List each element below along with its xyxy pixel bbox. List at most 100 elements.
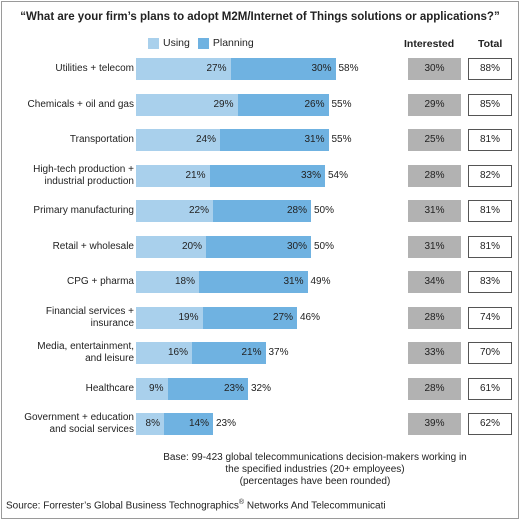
using-value-label: 27% <box>206 63 227 74</box>
category-label-line: Financial services + <box>45 305 134 317</box>
total-column-header: Total <box>478 38 503 50</box>
planning-value-label: 23% <box>223 382 244 394</box>
bar-planning <box>237 93 329 116</box>
category-label-line: insurance <box>90 317 134 329</box>
bar-using <box>136 93 238 116</box>
bar-planning <box>199 271 308 293</box>
sum-value-label: 55% <box>331 134 352 145</box>
category-label: CPG + pharma <box>4 276 134 288</box>
category-label: Healthcare <box>4 383 134 395</box>
sum-value-label: 54% <box>328 169 349 181</box>
interested-value: 28% <box>408 306 461 329</box>
total-value: 85% <box>468 93 512 116</box>
legend: Using Planning <box>148 37 262 49</box>
using-value-label: 9% <box>149 382 164 394</box>
category-label: Chemicals + oil and gas <box>4 99 134 111</box>
footnote-line: the specified industries (20+ employees) <box>225 464 405 475</box>
source-note: Source: Forrester’s Global Business Tech… <box>6 499 386 511</box>
legend-label-using: Using <box>163 37 190 49</box>
interested-value: 33% <box>408 342 461 364</box>
planning-value-label: 27% <box>272 311 293 323</box>
bar-planning <box>206 235 311 258</box>
category-label: Media, entertainment, and leisure <box>4 341 134 365</box>
planning-value-label: 31% <box>283 276 304 287</box>
planning-value-label: 14% <box>188 418 209 429</box>
bar-using <box>136 58 231 80</box>
category-label-line: High-tech production + <box>33 163 134 175</box>
using-value-label: 24% <box>195 134 216 145</box>
interested-value: 28% <box>408 377 461 400</box>
category-label-line: Transportation <box>69 134 134 145</box>
planning-value-label: 21% <box>241 347 262 358</box>
category-label-line: industrial production <box>44 175 135 187</box>
interested-value: 25% <box>408 129 461 151</box>
footnote-line: Base: 99-423 global telecommunications d… <box>163 452 467 463</box>
bar-planning <box>213 200 311 222</box>
bar-planning <box>167 377 248 400</box>
using-value-label: 8% <box>145 418 160 429</box>
bar-using <box>136 342 192 364</box>
legend-label-planning: Planning <box>212 37 254 49</box>
total-value: 61% <box>468 377 512 400</box>
using-value-label: 16% <box>167 347 188 358</box>
bar-using <box>136 200 213 222</box>
using-value-label: 19% <box>178 311 199 323</box>
using-value-label: 20% <box>181 240 202 252</box>
bar-using <box>136 129 220 151</box>
sum-value-label: 46% <box>300 311 321 323</box>
using-value-label: 22% <box>188 205 209 216</box>
planning-value-label: 28% <box>286 205 307 216</box>
interested-value: 39% <box>408 413 461 435</box>
using-value-label: 18% <box>174 276 195 287</box>
interested-value: 34% <box>408 271 461 293</box>
sum-value-label: 23% <box>216 418 237 429</box>
category-label-line: Retail + wholesale <box>52 240 134 252</box>
legend-item-planning: Planning <box>197 37 254 49</box>
interested-column-header: Interested <box>404 38 455 50</box>
bar-planning <box>192 342 266 364</box>
using-value-label: 21% <box>185 169 206 181</box>
category-label-line: Healthcare <box>85 382 134 394</box>
category-label-line: Primary manufacturing <box>33 205 134 216</box>
planning-value-label: 31% <box>304 134 325 145</box>
legend-item-using: Using <box>148 37 190 49</box>
source-suffix: Networks And Telecommunicati <box>244 500 386 512</box>
sum-value-label: 55% <box>331 98 352 110</box>
bar-using <box>136 306 203 329</box>
total-value: 82% <box>468 164 512 187</box>
bar-planning <box>164 413 213 435</box>
category-label: Financial services + insurance <box>4 306 134 330</box>
legend-swatch-using <box>148 37 159 49</box>
category-label-line: Utilities + telecom <box>55 63 134 74</box>
bar-planning <box>202 306 297 329</box>
category-label-line: Government + education <box>24 412 134 423</box>
bar-planning <box>220 129 329 151</box>
sum-value-label: 49% <box>310 276 331 287</box>
planning-value-label: 33% <box>300 169 321 181</box>
footnote-line: (percentages have been rounded) <box>239 476 391 487</box>
total-value: 83% <box>468 271 512 293</box>
total-value: 81% <box>468 235 512 258</box>
sum-value-label: 50% <box>314 205 335 216</box>
bar-using <box>136 235 206 258</box>
bar-using <box>136 413 164 435</box>
sum-value-label: 32% <box>251 382 272 394</box>
bar-planning <box>230 58 336 80</box>
source-prefix: Source: Forrester’s Global Business Tech… <box>6 500 239 512</box>
total-value: 81% <box>468 129 512 151</box>
category-label-line: and leisure <box>85 353 134 364</box>
category-label: Government + education and social service… <box>4 412 134 436</box>
total-value: 88% <box>468 58 512 80</box>
sum-value-label: 58% <box>338 63 359 74</box>
using-value-label: 29% <box>213 98 234 110</box>
bar-using <box>136 164 210 187</box>
bar-using <box>136 377 168 400</box>
planning-value-label: 26% <box>304 98 325 110</box>
category-label: Retail + wholesale <box>4 241 134 253</box>
interested-value: 31% <box>408 235 461 258</box>
interested-value: 31% <box>408 200 461 222</box>
chart-title: “What are your firm’s plans to adopt M2M… <box>20 11 500 23</box>
total-value: 81% <box>468 200 512 222</box>
sum-value-label: 37% <box>268 347 289 358</box>
category-label-line: Media, entertainment, <box>37 341 134 352</box>
